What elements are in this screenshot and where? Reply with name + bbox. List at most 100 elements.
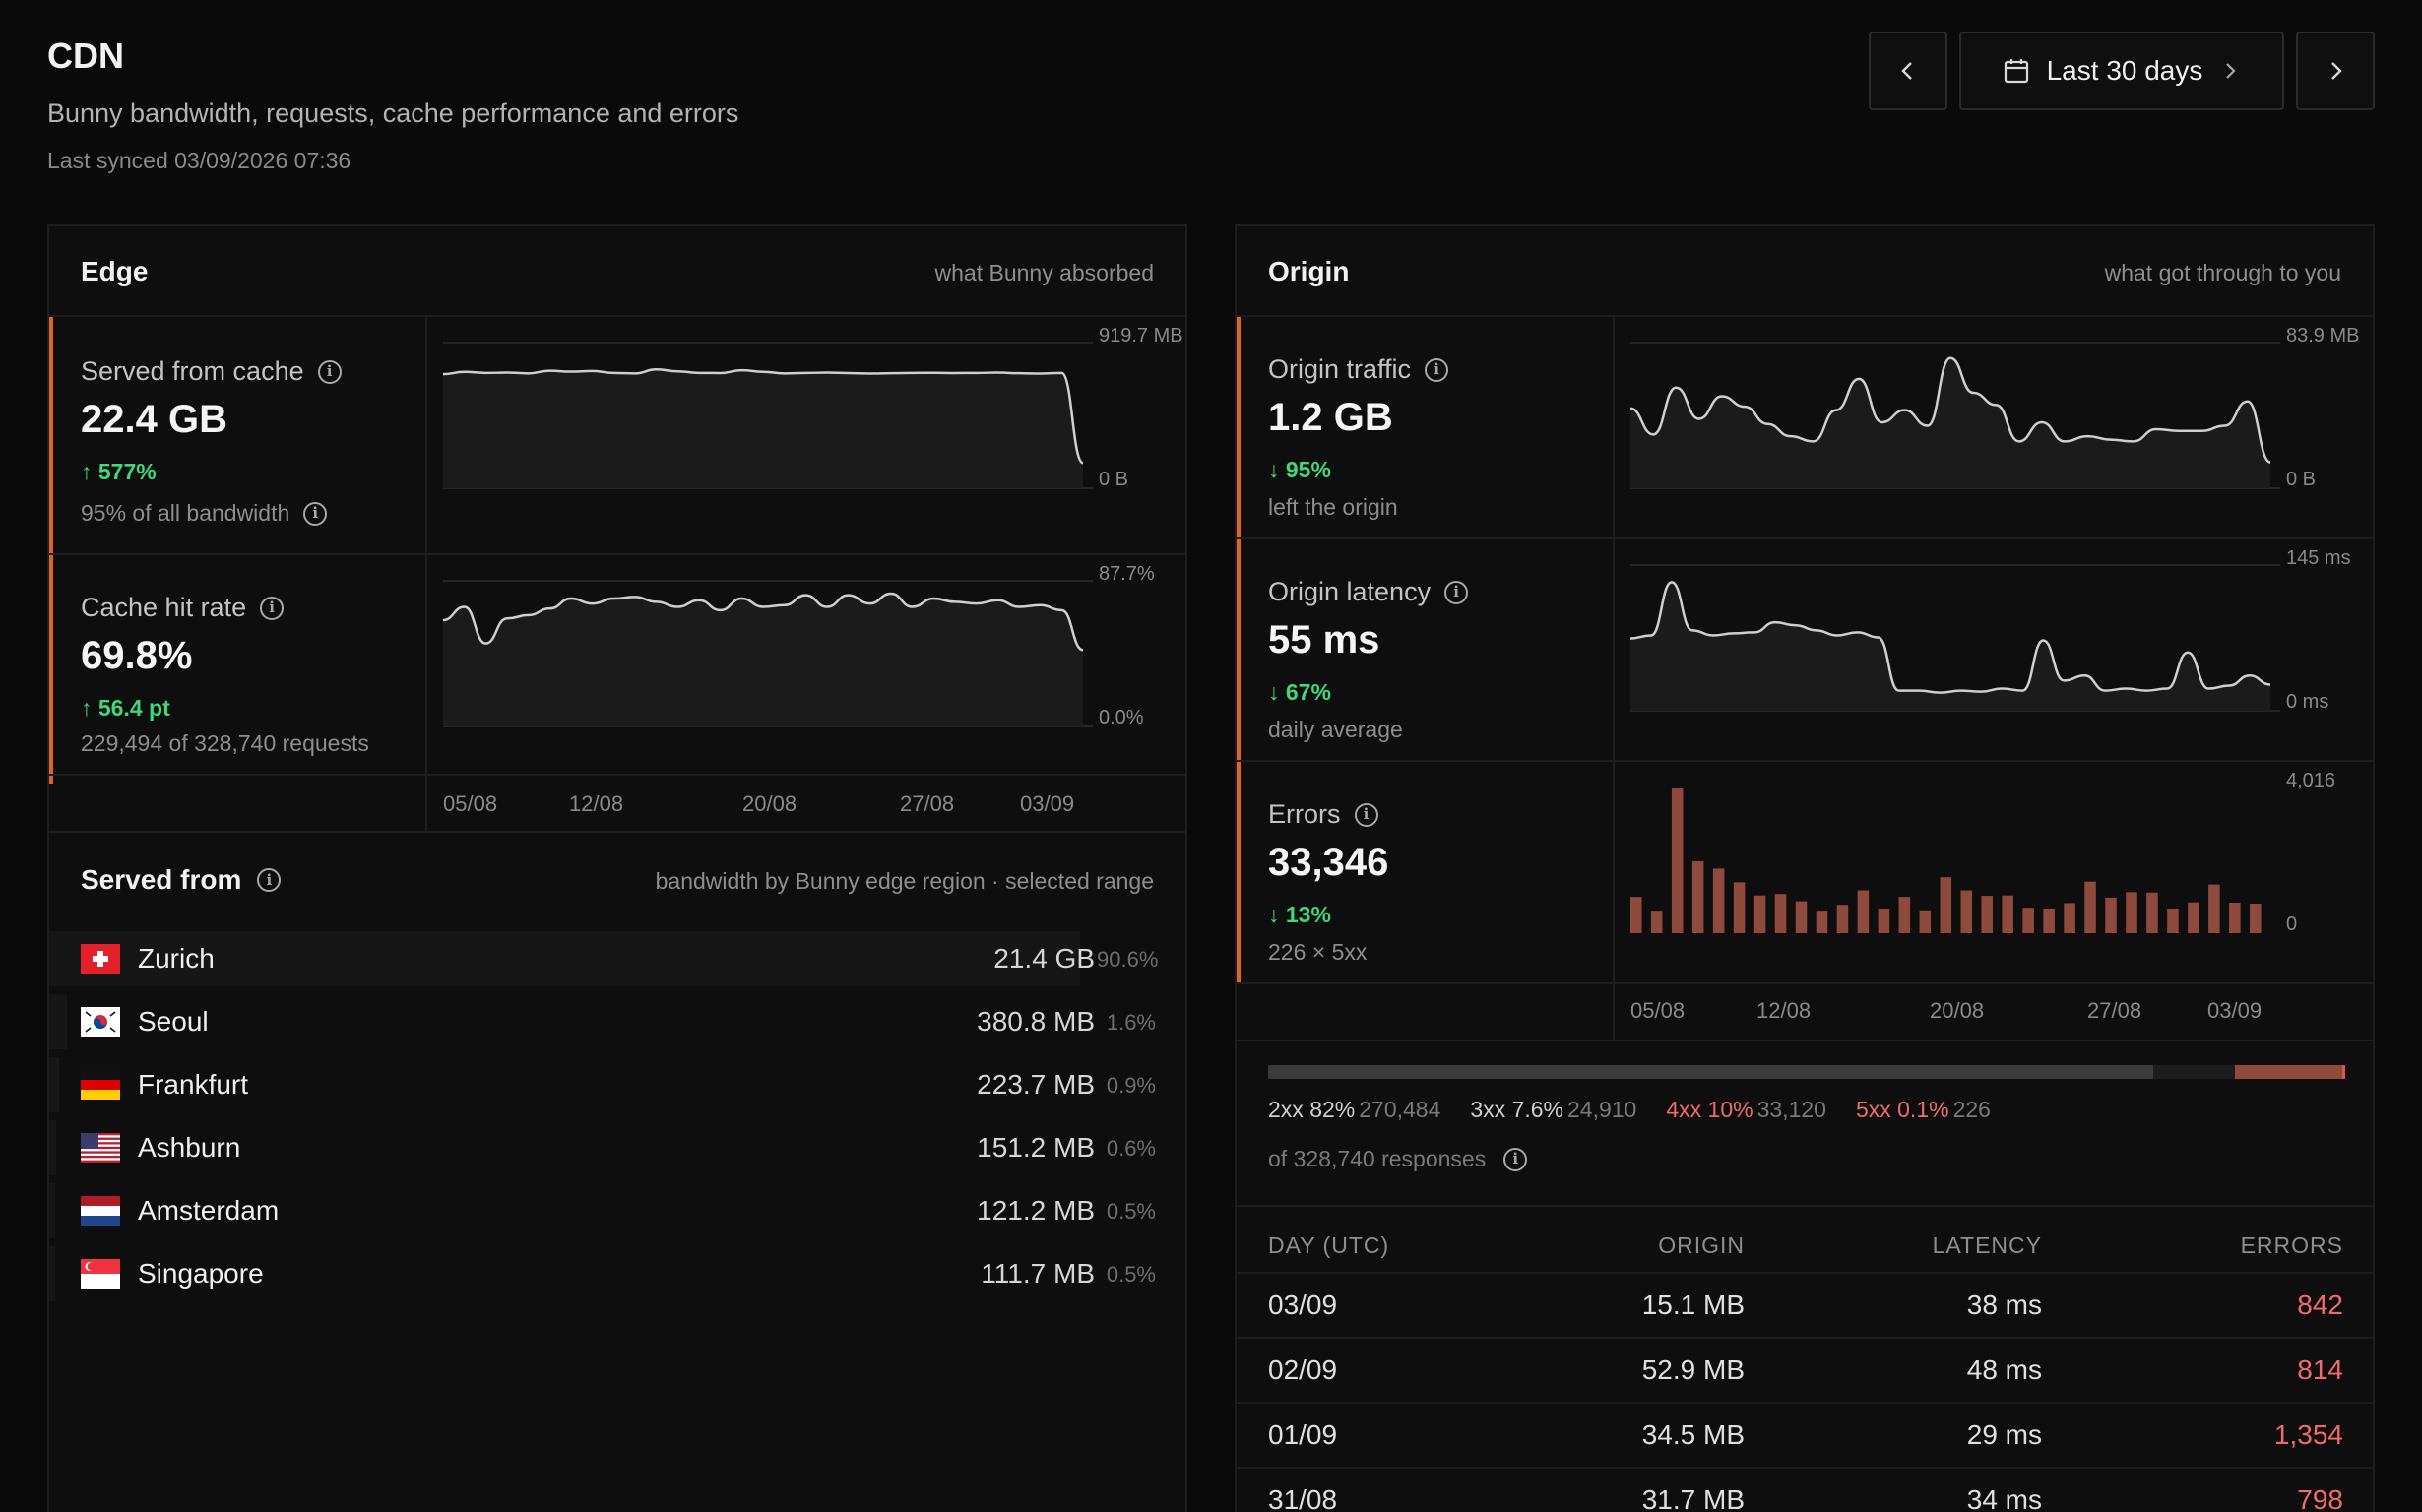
- region-name: Amsterdam: [138, 1195, 280, 1226]
- region-name: Ashburn: [138, 1132, 241, 1163]
- divider: [425, 317, 427, 831]
- region-row[interactable]: Seoul 380.8 MB 1.6%: [49, 994, 1187, 1049]
- info-icon[interactable]: i: [1354, 802, 1378, 827]
- series-area: [1630, 357, 2270, 488]
- date-tick: 27/08: [2087, 998, 2142, 1023]
- cell-day: 03/09: [1268, 1290, 1338, 1320]
- axis-min-label: 0 B: [1099, 469, 1129, 490]
- series-line: [1629, 356, 2271, 464]
- table-row[interactable]: 31/08 31.7 MB 34 ms 798: [1237, 1467, 2375, 1512]
- error-bar[interactable]: [1795, 901, 1808, 933]
- error-bar[interactable]: [2002, 895, 2013, 933]
- info-icon[interactable]: i: [260, 596, 285, 620]
- series-area: [443, 369, 1083, 488]
- info-icon[interactable]: i: [317, 359, 342, 384]
- region-row[interactable]: Amsterdam 121.2 MB 0.5%: [49, 1183, 1187, 1238]
- page-subtitle: Bunny bandwidth, requests, cache perform…: [47, 98, 739, 128]
- cache-hit-rate-metric[interactable]: Cache hit rate i 69.8% ↑ 56.4 pt 229,494…: [49, 555, 425, 784]
- error-bar[interactable]: [1733, 882, 1746, 933]
- error-bar[interactable]: [1836, 905, 1849, 933]
- divider: [49, 831, 1185, 833]
- date-range-button[interactable]: Last 30 days: [1959, 32, 2284, 110]
- error-bar[interactable]: [2250, 904, 2262, 933]
- table-row[interactable]: 01/09 34.5 MB 29 ms 1,354: [1237, 1402, 2375, 1467]
- region-row[interactable]: Ashburn 151.2 MB 0.6%: [49, 1120, 1187, 1175]
- error-bar[interactable]: [2208, 884, 2220, 933]
- error-bar[interactable]: [2229, 902, 2241, 933]
- metric-delta: ↓ 13%: [1268, 902, 1331, 927]
- metric-delta-value: 13%: [1285, 902, 1331, 927]
- error-bar[interactable]: [2167, 908, 2179, 933]
- info-icon[interactable]: i: [257, 868, 282, 892]
- served-from-hint: bandwidth by Bunny edge region · selecte…: [655, 868, 1154, 894]
- error-bar[interactable]: [2022, 908, 2034, 933]
- region-row[interactable]: Singapore 111.7 MB 0.5%: [49, 1246, 1187, 1301]
- error-bar[interactable]: [1960, 890, 1973, 933]
- info-icon[interactable]: i: [1444, 580, 1469, 604]
- info-icon[interactable]: i: [303, 501, 328, 526]
- error-bar[interactable]: [1981, 896, 1993, 933]
- error-bar[interactable]: [2064, 903, 2075, 933]
- error-bar[interactable]: [1671, 788, 1684, 933]
- date-tick: 20/08: [1930, 998, 1985, 1023]
- table-row[interactable]: 03/09 15.1 MB 38 ms 842: [1237, 1272, 2375, 1337]
- region-share-bar: [49, 1183, 55, 1238]
- served-from-cache-metric[interactable]: Served from cache i 22.4 GB ↑ 577% 95% o…: [49, 317, 425, 553]
- axis-min-label: 0: [2286, 914, 2298, 935]
- region-share-bar: [49, 931, 1081, 986]
- error-bar[interactable]: [2126, 892, 2137, 933]
- error-bar[interactable]: [2146, 892, 2158, 933]
- next-range-button[interactable]: [2296, 32, 2375, 110]
- table-row[interactable]: 02/09 52.9 MB 48 ms 814: [1237, 1337, 2375, 1402]
- metric-value: 55 ms: [1268, 618, 1380, 662]
- origin-traffic-metric[interactable]: Origin traffic i 1.2 GB ↓ 95% left the o…: [1237, 317, 1613, 537]
- error-bar[interactable]: [1816, 911, 1828, 933]
- axis-max-label: 919.7 MB: [1099, 325, 1183, 346]
- error-bar[interactable]: [1857, 890, 1870, 933]
- error-bar[interactable]: [1630, 897, 1642, 933]
- metric-label: Errors i: [1268, 799, 1378, 830]
- cell-origin: 34.5 MB: [1641, 1419, 1745, 1450]
- region-row[interactable]: Zurich 21.4 GB 90.6%: [49, 931, 1187, 986]
- previous-range-button[interactable]: [1869, 32, 1947, 110]
- status-code: 2xx: [1268, 1097, 1304, 1122]
- error-bar[interactable]: [1878, 908, 1890, 933]
- error-bar[interactable]: [1898, 897, 1911, 933]
- error-bar[interactable]: [1691, 861, 1704, 933]
- region-name: Frankfurt: [138, 1069, 249, 1100]
- series-line: [442, 368, 1085, 465]
- chevron-right-icon: [2331, 62, 2342, 80]
- error-bar[interactable]: [1753, 895, 1766, 933]
- region-row[interactable]: Frankfurt 223.7 MB 0.9%: [49, 1057, 1187, 1112]
- metric-label-text: Origin latency: [1268, 577, 1432, 606]
- error-bar[interactable]: [1919, 910, 1932, 933]
- info-icon[interactable]: i: [1503, 1147, 1528, 1171]
- status-code: 4xx: [1666, 1097, 1702, 1122]
- error-bar[interactable]: [2188, 902, 2199, 933]
- divider: [1237, 1040, 2373, 1041]
- error-bar[interactable]: [2043, 908, 2055, 933]
- origin-latency-metric[interactable]: Origin latency i 55 ms ↓ 67% daily avera…: [1237, 539, 1613, 760]
- metric-delta-value: 95%: [1285, 457, 1331, 482]
- column-header-errors[interactable]: ERRORS: [2240, 1232, 2343, 1258]
- errors-metric[interactable]: Errors i 33,346 ↓ 13% 226 × 5xx: [1237, 762, 1613, 982]
- south-korea-flag-icon: [81, 1007, 120, 1037]
- error-bar[interactable]: [1650, 911, 1663, 933]
- error-bar[interactable]: [1774, 894, 1787, 933]
- error-bar[interactable]: [1940, 877, 1952, 933]
- date-tick: 03/09: [1020, 791, 1075, 816]
- region-name: Seoul: [138, 1006, 209, 1037]
- error-bar[interactable]: [2084, 881, 2096, 933]
- error-bar[interactable]: [1712, 868, 1725, 933]
- info-icon[interactable]: i: [1425, 357, 1449, 382]
- region-name: Zurich: [138, 943, 215, 974]
- calendar-icon: [2004, 59, 2028, 84]
- region-share-bar: [49, 994, 68, 1049]
- column-header-origin[interactable]: ORIGIN: [1658, 1232, 1745, 1258]
- metric-label-text: Origin traffic: [1268, 354, 1412, 384]
- column-header-latency[interactable]: LATENCY: [1932, 1232, 2042, 1258]
- region-share-bar: [49, 1246, 55, 1301]
- error-bar[interactable]: [2105, 897, 2117, 933]
- status-count: 270,484: [1359, 1097, 1441, 1122]
- column-header-day[interactable]: DAY (UTC): [1268, 1232, 1390, 1258]
